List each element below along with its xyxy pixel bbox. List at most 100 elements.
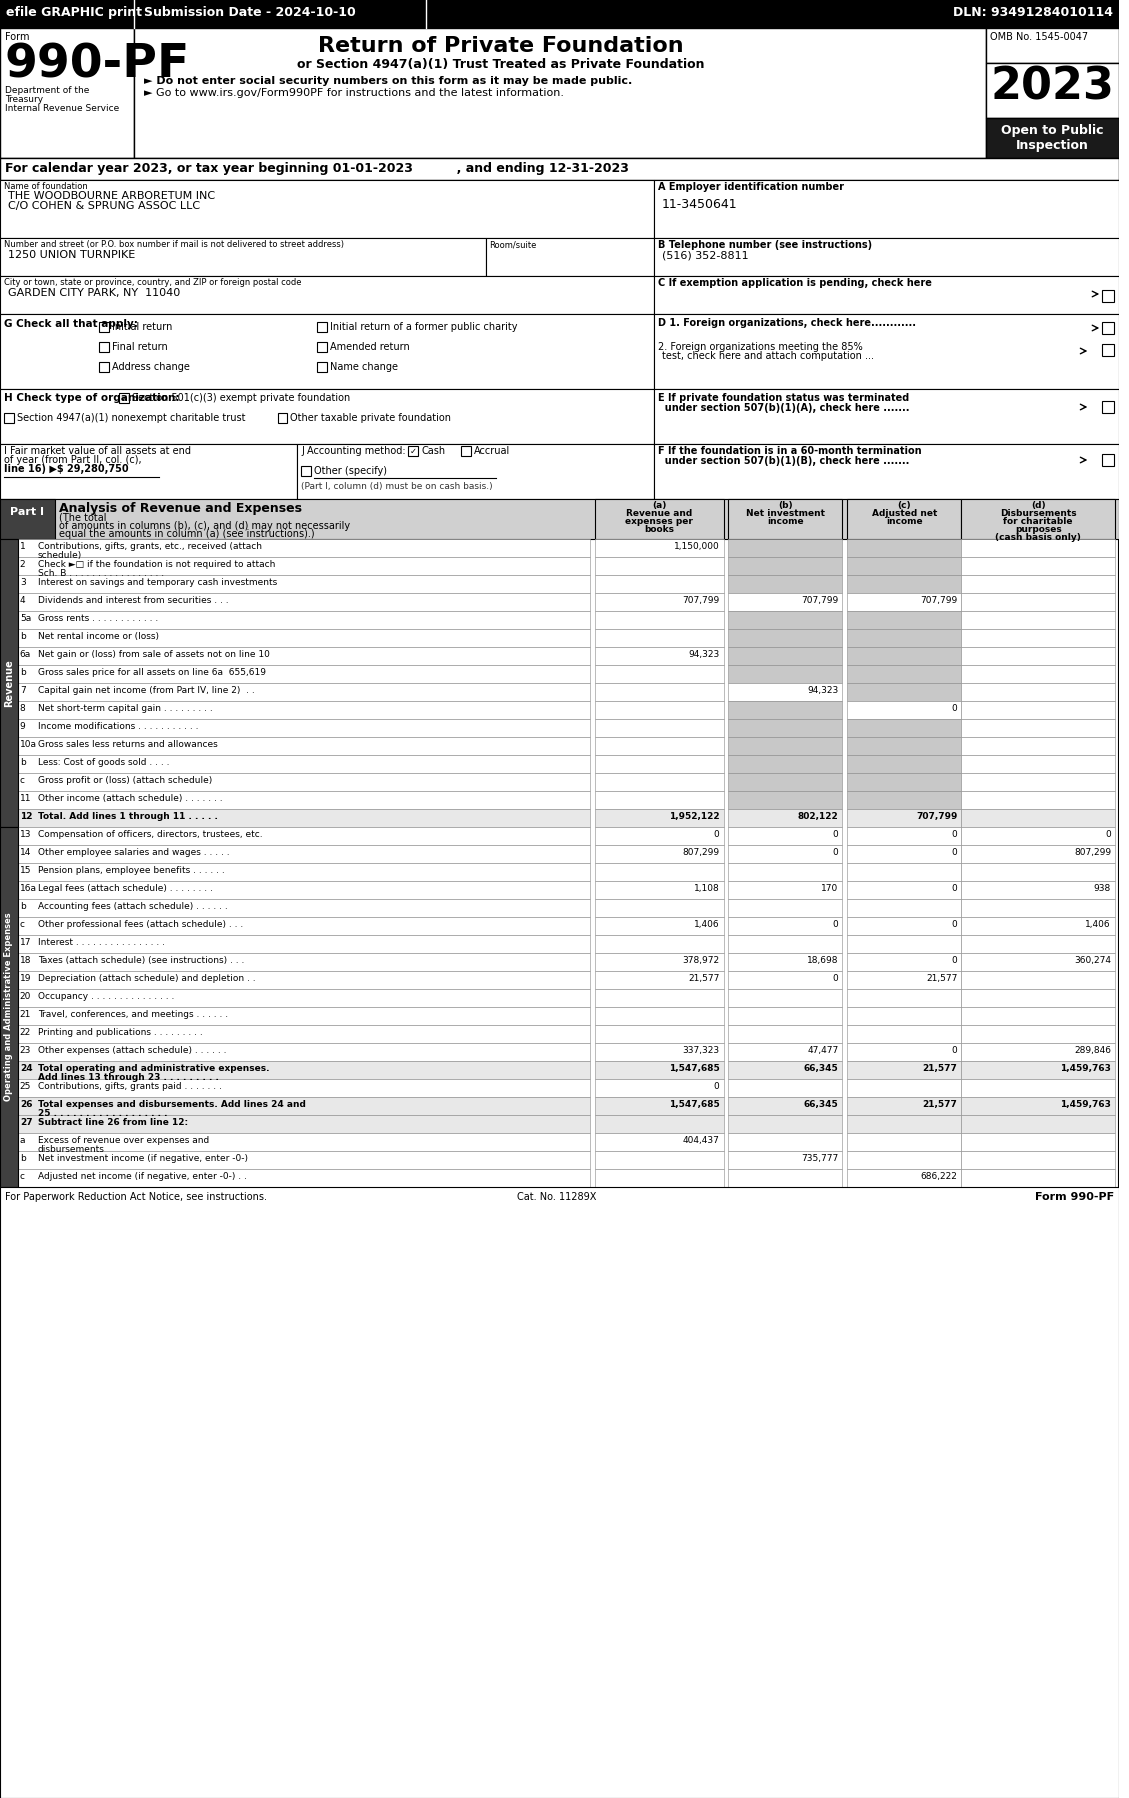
Text: 15: 15 [20,867,32,876]
Bar [595,701,724,719]
Text: Excess of revenue over expenses and: Excess of revenue over expenses and [37,1136,209,1145]
Bar [18,1025,589,1043]
Bar [962,971,1115,989]
Text: 1250 UNION TURNPIKE: 1250 UNION TURNPIKE [8,250,135,261]
Text: 735,777: 735,777 [802,1154,839,1163]
Text: (Part I, column (d) must be on cash basis.): (Part I, column (d) must be on cash basi… [301,482,493,491]
Text: 2: 2 [20,559,26,568]
Bar [962,1079,1115,1097]
Bar [409,446,418,457]
Bar [0,500,1119,539]
Text: 170: 170 [821,885,839,894]
Text: b: b [20,633,26,642]
Bar [962,809,1115,827]
Bar [18,809,589,827]
Bar [848,971,962,989]
Bar [728,917,842,935]
Bar [848,719,962,737]
Bar [595,683,724,701]
Text: 66,345: 66,345 [804,1064,839,1073]
Bar [848,683,962,701]
Bar [728,1043,842,1061]
Text: Disbursements: Disbursements [1000,509,1077,518]
Bar [728,575,842,593]
Bar [728,665,842,683]
Bar [728,989,842,1007]
Bar [962,1169,1115,1187]
Text: b: b [20,759,26,768]
Bar [595,557,724,575]
Text: c: c [20,1172,25,1181]
Bar [728,611,842,629]
Text: 20: 20 [20,992,32,1001]
Bar [962,1097,1115,1115]
Bar [1102,455,1114,466]
Text: 6a: 6a [20,651,32,660]
Bar [848,1169,962,1187]
Bar [1102,289,1114,302]
Text: 26: 26 [20,1100,33,1109]
Text: 0: 0 [714,1082,719,1091]
Text: Gross sales less returns and allowances: Gross sales less returns and allowances [37,741,218,750]
Text: Other taxable private foundation: Other taxable private foundation [290,414,452,423]
Bar [654,315,1119,388]
Bar [962,719,1115,737]
Bar [595,611,724,629]
Text: under section 507(b)(1)(B), check here .......: under section 507(b)(1)(B), check here .… [658,457,910,466]
Bar [18,1151,589,1169]
Bar [962,647,1115,665]
Bar [654,180,1119,237]
Text: Other income (attach schedule) . . . . . . .: Other income (attach schedule) . . . . .… [37,795,222,804]
Text: 94,323: 94,323 [807,687,839,696]
Bar [728,1079,842,1097]
Text: under section 507(b)(1)(A), check here .......: under section 507(b)(1)(A), check here .… [658,403,910,414]
Bar [1102,343,1114,356]
Text: 337,323: 337,323 [682,1046,719,1055]
Text: Total operating and administrative expenses.: Total operating and administrative expen… [37,1064,269,1073]
Text: 21,577: 21,577 [926,975,957,984]
Text: income: income [886,518,922,527]
Bar [848,1079,962,1097]
Text: 4: 4 [20,595,26,604]
Text: 1,150,000: 1,150,000 [674,541,719,550]
Bar [728,791,842,809]
Bar [728,809,842,827]
Bar [962,935,1115,953]
Text: ► Do not enter social security numbers on this form as it may be made public.: ► Do not enter social security numbers o… [143,76,632,86]
Text: B Telephone number (see instructions): B Telephone number (see instructions) [658,239,873,250]
Text: 0: 0 [833,975,839,984]
Text: 1,459,763: 1,459,763 [1060,1064,1111,1073]
Bar [728,899,842,917]
Bar [595,539,724,557]
Bar [595,1025,724,1043]
Bar [595,863,724,881]
Text: 1,406: 1,406 [694,921,719,930]
Bar [986,29,1119,63]
Text: 1: 1 [20,541,26,550]
Bar [0,500,54,539]
Bar [595,575,724,593]
Bar [962,953,1115,971]
Text: 17: 17 [20,939,32,948]
Text: Cat. No. 11289X: Cat. No. 11289X [517,1192,597,1203]
Bar [962,575,1115,593]
Text: 0: 0 [833,831,839,840]
Text: 18: 18 [20,957,32,966]
Text: (c): (c) [898,502,911,511]
Text: Total. Add lines 1 through 11 . . . . .: Total. Add lines 1 through 11 . . . . . [37,813,218,822]
Text: 7: 7 [20,687,26,696]
Bar [962,755,1115,773]
Bar [728,500,842,539]
Text: (The total: (The total [60,512,107,523]
Text: schedule): schedule) [37,550,82,559]
Text: Other professional fees (attach schedule) . . .: Other professional fees (attach schedule… [37,921,243,930]
Text: 0: 0 [1105,831,1111,840]
Text: of amounts in columns (b), (c), and (d) may not necessarily: of amounts in columns (b), (c), and (d) … [60,521,351,530]
Bar [18,539,589,557]
Bar [18,1061,589,1079]
Text: 0: 0 [952,1046,957,1055]
Text: 2023: 2023 [990,65,1114,108]
Bar [0,0,1119,29]
Bar [1102,322,1114,334]
Bar [18,989,589,1007]
